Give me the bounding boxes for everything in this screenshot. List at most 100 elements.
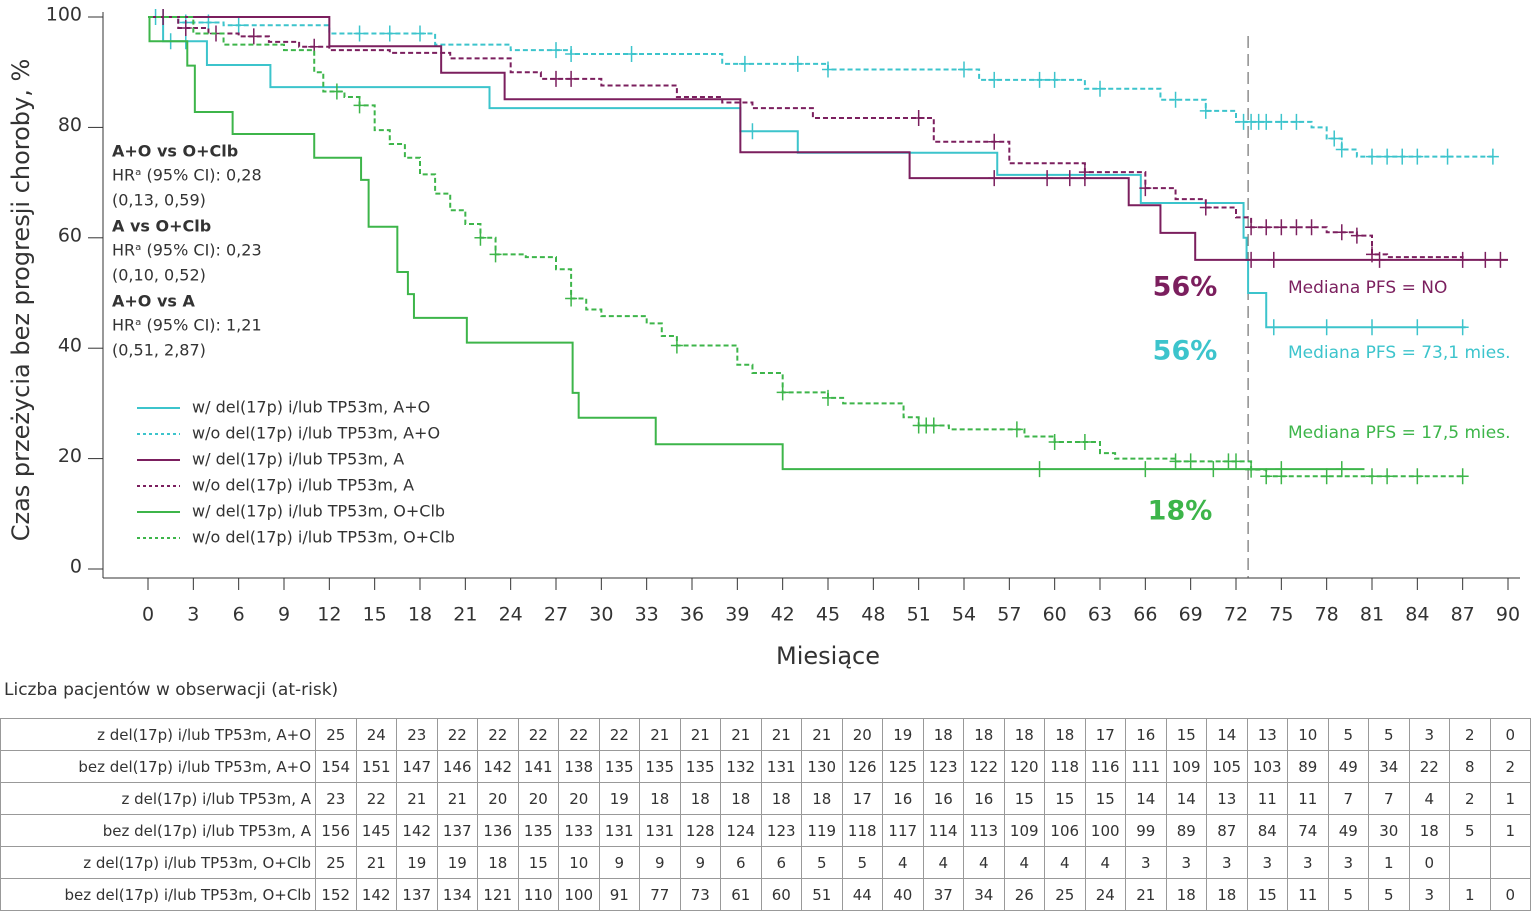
risk-cell: 130	[801, 750, 843, 783]
risk-cell: 105	[1206, 750, 1248, 783]
censor-mark	[1033, 461, 1046, 478]
risk-cell: 22	[477, 718, 519, 751]
risk-row-label: z del(17p) i/lub TP53m, A	[0, 782, 316, 815]
risk-cell: 34	[1368, 750, 1410, 783]
risk-cell: 114	[922, 814, 964, 847]
censor-mark	[353, 97, 366, 114]
censor-mark	[1335, 141, 1348, 158]
risk-cell: 0	[1489, 718, 1531, 751]
risk-cell: 133	[558, 814, 600, 847]
risk-cell: 24	[355, 718, 397, 751]
x-tick-label: 48	[861, 604, 885, 626]
censor-mark	[670, 337, 683, 354]
censor-mark	[1033, 71, 1046, 88]
risk-cell: 22	[598, 718, 640, 751]
risk-cell: 110	[517, 878, 559, 911]
x-tick-label: 66	[1133, 604, 1157, 626]
risk-cell: 135	[639, 750, 681, 783]
risk-cell: 10	[558, 846, 600, 879]
censor-mark	[791, 55, 804, 72]
risk-row-label: z del(17p) i/lub TP53m, A+O	[0, 718, 316, 751]
risk-cell: 15	[1084, 782, 1126, 815]
risk-cell: 151	[355, 750, 397, 783]
y-tick-label: 40	[58, 335, 82, 357]
x-tick-label: 72	[1224, 604, 1248, 626]
risk-cell: 136	[477, 814, 519, 847]
risk-cell: 4	[1408, 782, 1450, 815]
censor-mark	[1366, 148, 1378, 165]
risk-cell: 4	[922, 846, 964, 879]
risk-cell: 1	[1489, 782, 1531, 815]
censor-mark	[550, 42, 562, 59]
risk-cell: 4	[1084, 846, 1126, 879]
hr-ci: (0,51, 2,87)	[112, 341, 206, 360]
risk-cell: 5	[1449, 814, 1491, 847]
risk-cell: 87	[1206, 814, 1248, 847]
censor-mark	[1063, 170, 1076, 187]
risk-cell: 1	[1449, 878, 1491, 911]
risk-cell: 132	[720, 750, 762, 783]
risk-cell: 77	[639, 878, 681, 911]
risk-cell: 4	[963, 846, 1005, 879]
censor-mark	[1245, 461, 1258, 478]
risk-cell: 135	[679, 750, 721, 783]
x-tick-label: 45	[816, 604, 840, 626]
x-tick-label: 33	[635, 604, 659, 626]
risk-cell: 106	[1044, 814, 1086, 847]
censor-mark	[746, 123, 759, 140]
x-tick-label: 63	[1088, 604, 1112, 626]
risk-cell: 44	[841, 878, 883, 911]
risk-cell: 3	[1206, 846, 1248, 879]
risk-cell: 21	[355, 846, 397, 879]
risk-cell: 117	[882, 814, 924, 847]
censor-mark	[1381, 148, 1394, 165]
censor-mark	[1245, 251, 1258, 268]
censor-mark	[822, 389, 834, 406]
x-tick-label: 27	[544, 604, 568, 626]
censor-mark	[414, 25, 426, 42]
censor-mark	[822, 61, 834, 78]
censor-mark	[1275, 219, 1288, 236]
risk-cell: 17	[841, 782, 883, 815]
risk-cell: 14	[1165, 782, 1207, 815]
x-tick-label: 30	[589, 604, 613, 626]
risk-cell: 18	[1003, 718, 1045, 751]
x-tick-label: 39	[725, 604, 749, 626]
censor-mark	[912, 110, 925, 127]
censor-mark	[1411, 468, 1424, 485]
censor-mark	[1456, 251, 1469, 268]
risk-cell: 18	[679, 782, 721, 815]
risk-row: z del(17p) i/lub TP53m, A 23 22 21 21 20 20 20 1…	[0, 782, 1531, 815]
risk-cell: 89	[1165, 814, 1207, 847]
risk-cell: 137	[436, 814, 478, 847]
censor-mark	[1335, 461, 1348, 478]
risk-cell: 2	[1449, 718, 1491, 751]
risk-cell: 17	[1084, 718, 1126, 751]
x-tick-label: 69	[1179, 604, 1203, 626]
risk-cell: 152	[315, 878, 357, 911]
risk-cell: 25	[1044, 878, 1086, 911]
risk-cell: 123	[922, 750, 964, 783]
risk-cell: 3	[1327, 846, 1369, 879]
risk-cell: 84	[1246, 814, 1288, 847]
censor-mark	[1290, 113, 1303, 130]
annotation: 18%	[1148, 496, 1213, 527]
risk-cell: 120	[1003, 750, 1045, 783]
censor-mark	[1328, 130, 1341, 147]
risk-cell: 18	[801, 782, 843, 815]
x-tick-label: 18	[408, 604, 432, 626]
legend-label: w/o del(17p) i/lub TP53m, A	[192, 476, 414, 495]
x-tick-label: 90	[1496, 604, 1520, 626]
risk-cell: 111	[1125, 750, 1167, 783]
risk-cell: 138	[558, 750, 600, 783]
x-tick-label: 6	[233, 604, 245, 626]
risk-row-label: z del(17p) i/lub TP53m, O+Clb	[0, 846, 316, 879]
risk-cell: 0	[1408, 846, 1450, 879]
censor-mark	[1169, 91, 1182, 108]
risk-cell: 13	[1246, 718, 1288, 751]
risk-cell: 6	[720, 846, 762, 879]
x-tick-label: 81	[1360, 604, 1384, 626]
censor-mark	[1260, 468, 1273, 485]
censor-mark	[1411, 319, 1424, 336]
risk-cell: 5	[1368, 878, 1410, 911]
